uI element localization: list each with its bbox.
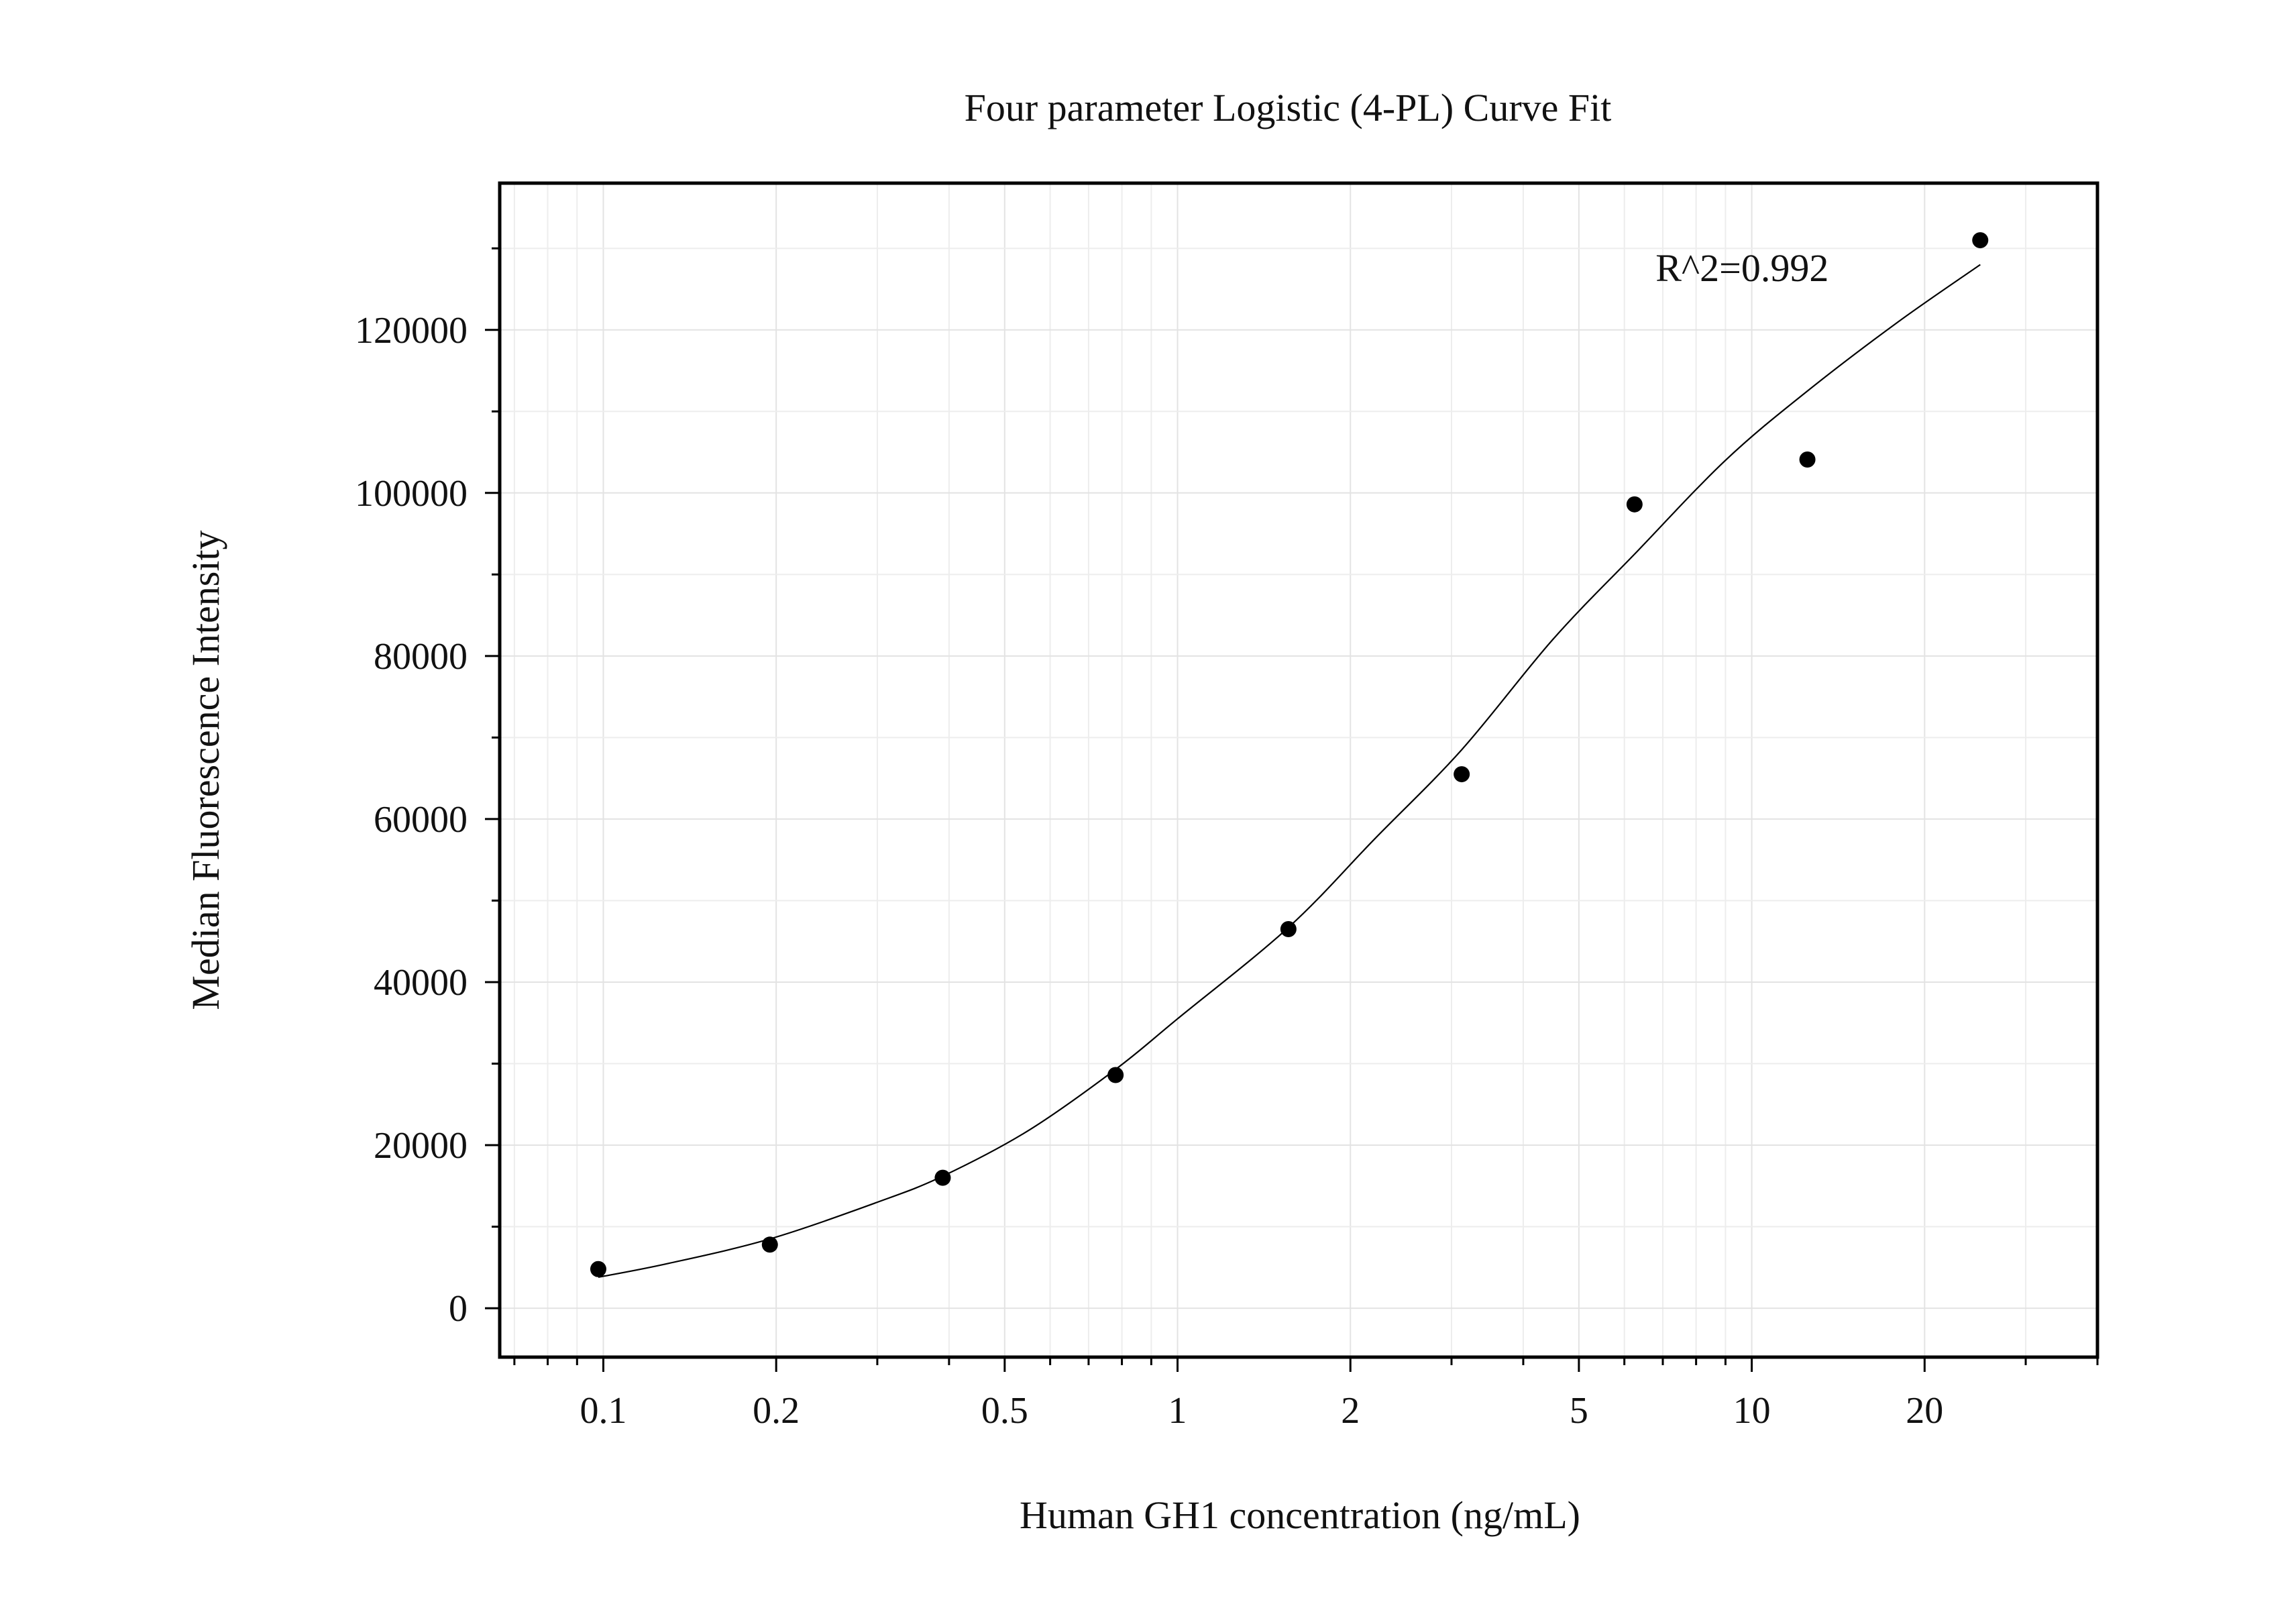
y-tick-label: 0	[449, 1288, 468, 1330]
chart-title: Four parameter Logistic (4-PL) Curve Fit	[965, 86, 1612, 129]
data-point	[1107, 1067, 1124, 1083]
x-tick-label: 1	[1168, 1390, 1187, 1432]
data-point	[1626, 496, 1643, 513]
x-tick-label: 0.5	[981, 1390, 1028, 1432]
y-tick-label: 60000	[374, 799, 468, 841]
y-tick-label: 100000	[355, 473, 468, 515]
data-point	[1972, 232, 1989, 249]
x-axis-label: Human GH1 concentration (ng/mL)	[1020, 1493, 1580, 1537]
data-point	[1454, 766, 1470, 783]
x-tick-label: 10	[1733, 1390, 1771, 1432]
point-layer	[590, 232, 1989, 1277]
data-point	[590, 1261, 606, 1277]
grid-layer	[500, 183, 2098, 1357]
data-point	[934, 1169, 951, 1186]
y-tick-label: 80000	[374, 636, 468, 678]
data-point	[1280, 920, 1297, 937]
y-axis-label: Median Fluorescence Intensity	[184, 530, 227, 1010]
y-tick-label: 120000	[355, 310, 468, 352]
r-squared-annotation: R^2=0.992	[1655, 246, 1828, 290]
tick-layer	[485, 247, 2099, 1372]
fit-curve	[598, 264, 1981, 1278]
x-tick-label: 5	[1570, 1390, 1588, 1432]
plot-frame	[498, 181, 2099, 1359]
y-tick-label: 40000	[374, 962, 468, 1004]
data-point	[761, 1236, 778, 1253]
label-layer: 0.1 0.2 0.5 1 2 5 10 20 0 20000 40000 60000 80000 100…	[355, 246, 1943, 1432]
x-tick-label: 2	[1341, 1390, 1360, 1432]
data-point	[1799, 451, 1816, 468]
x-tick-label: 20	[1906, 1390, 1943, 1432]
x-tick-label: 0.2	[753, 1390, 800, 1432]
x-tick-label: 0.1	[580, 1390, 626, 1432]
y-tick-label: 20000	[374, 1125, 468, 1167]
